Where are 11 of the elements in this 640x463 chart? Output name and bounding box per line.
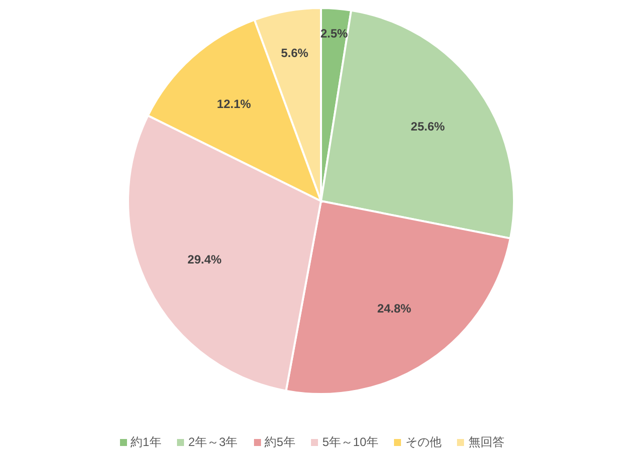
data-label: 12.1% xyxy=(216,97,252,112)
data-label: 24.8% xyxy=(377,302,412,316)
legend-label: 約1年 xyxy=(130,434,162,451)
legend-label: 2年～3年 xyxy=(188,434,238,451)
data-label: 29.4% xyxy=(188,252,222,266)
legend-label: その他 xyxy=(405,434,442,451)
legend-label: 5年～10年 xyxy=(322,434,378,451)
data-label: 25.6% xyxy=(410,119,446,134)
legend-label: 約5年 xyxy=(264,434,296,451)
legend-label: 無回答 xyxy=(468,434,504,451)
data-label: 5.6% xyxy=(280,46,309,60)
